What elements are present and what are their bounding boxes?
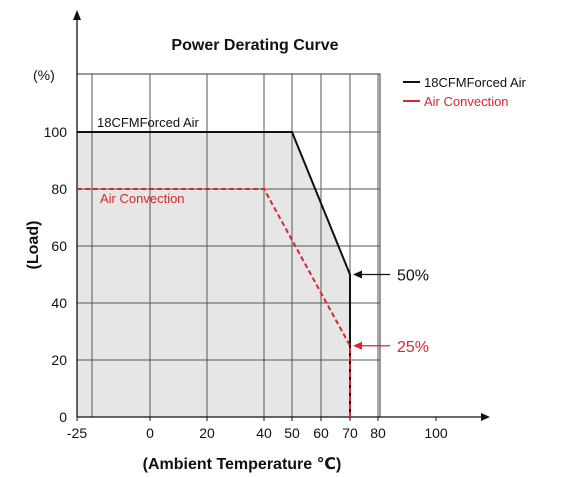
legend-entry: Air Convection	[424, 94, 509, 109]
series-line-0	[77, 131, 351, 417]
x-tick-label: 20	[199, 425, 215, 441]
x-tick-label: 60	[313, 425, 329, 441]
x-tick-label: 70	[342, 425, 358, 441]
series-group: 18CFMForced Air Air Convection	[77, 115, 351, 417]
annotation-arrowhead	[353, 341, 362, 350]
shaded-region-group	[77, 132, 350, 417]
x-tick-label: 0	[146, 425, 154, 441]
x-tick-label: 80	[370, 425, 386, 441]
y-axis-title: (Load)	[25, 221, 42, 270]
x-tick-labels: -25 0 20 40 50 60 70 80 100	[67, 417, 448, 441]
y-tick-label: 20	[51, 352, 67, 368]
annotation-group: 50% 25%	[353, 268, 429, 356]
annotation-label: 25%	[397, 339, 429, 356]
legend: 18CFMForced Air Air Convection	[403, 75, 527, 109]
y-axis-arrow	[73, 10, 81, 20]
y-tick-label: 40	[51, 295, 67, 311]
x-tick-label: 50	[284, 425, 300, 441]
x-axis-title: (Ambient Temperature ℃)	[143, 456, 342, 473]
legend-entry: 18CFMForced Air	[424, 75, 527, 90]
x-axis-arrow	[481, 413, 490, 421]
y-tick-label: 100	[44, 124, 68, 140]
y-tick-label: 80	[51, 181, 67, 197]
y-tick-label: 60	[51, 238, 67, 254]
shaded-region	[77, 132, 350, 417]
y-tick-labels: 0 20 40 60 80 100	[44, 124, 68, 425]
series-inline-label: Air Convection	[100, 191, 185, 206]
y-tick-label: 0	[59, 409, 67, 425]
axes-group	[73, 10, 490, 421]
x-tick-label: 100	[424, 425, 448, 441]
x-tick-label: -25	[67, 425, 87, 441]
series-line-1	[77, 188, 351, 417]
chart-title: Power Derating Curve	[171, 37, 338, 54]
annotation-label: 50%	[397, 268, 429, 285]
annotation-arrowhead	[353, 270, 362, 279]
x-tick-label: 40	[256, 425, 272, 441]
y-unit-label: (%)	[33, 67, 55, 83]
series-inline-label: 18CFMForced Air	[97, 115, 200, 130]
